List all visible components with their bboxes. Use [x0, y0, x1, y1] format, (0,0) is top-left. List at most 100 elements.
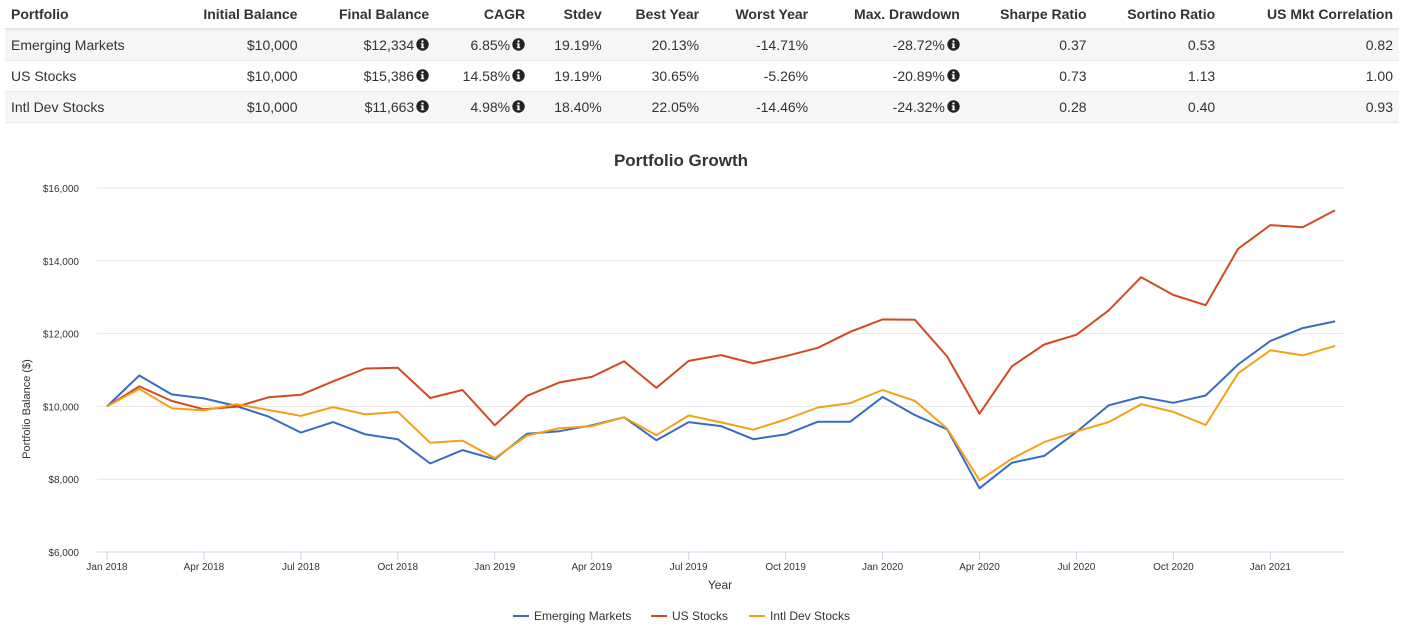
cell-sortino: 0.53	[1092, 29, 1222, 61]
cell-sortino: 0.40	[1092, 91, 1222, 123]
cell-portfolio: US Stocks	[5, 60, 167, 92]
cell-value: -14.71%	[755, 37, 809, 53]
chart-title: Portfolio Growth	[614, 151, 748, 170]
x-tick-label: Jul 2020	[1058, 562, 1096, 573]
cell-value: 1.13	[1187, 68, 1216, 84]
cell-max-drawdown: -24.32%	[814, 91, 966, 123]
cell-worst-year: -5.26%	[705, 60, 815, 92]
y-tick-label: $8,000	[48, 475, 79, 486]
info-circle-icon[interactable]	[512, 38, 525, 51]
cell-value: 0.73	[1059, 68, 1087, 84]
cell-sharpe: 0.37	[965, 29, 1093, 61]
legend-item[interactable]: Intl Dev Stocks	[749, 609, 850, 623]
col-header-us-mkt-correlation[interactable]: US Mkt Correlation	[1221, 0, 1399, 30]
x-tick-label: Apr 2018	[184, 562, 225, 573]
cell-value: $10,000	[246, 68, 298, 84]
cell-value: $11,663	[364, 99, 415, 115]
info-circle-icon[interactable]	[416, 69, 429, 82]
x-tick-label: Jan 2020	[862, 562, 904, 573]
col-header-sharpe-ratio[interactable]: Sharpe Ratio	[965, 0, 1093, 30]
col-header-portfolio[interactable]: Portfolio	[5, 0, 167, 30]
info-circle-icon[interactable]	[512, 100, 525, 113]
col-header-max-drawdown[interactable]: Max. Drawdown	[814, 0, 966, 30]
cell-value: -28.72%	[892, 37, 945, 53]
series-line-intl-dev-stocks	[106, 344, 1336, 482]
chart-gridlines	[97, 187, 1345, 480]
y-tick-label: $14,000	[43, 257, 80, 268]
portfolio-growth-chart: Portfolio Growth $6,000 $8,000 $10,000 $12,…	[21, 151, 1345, 623]
cell-stdev: 19.19%	[531, 29, 608, 61]
cell-value: 0.28	[1059, 99, 1087, 115]
cell-final-balance: $12,334	[303, 29, 436, 61]
cell-sortino: 1.13	[1092, 60, 1222, 92]
table-row: US Stocks $10,000 $15,386 14.58% 19.19% 30.65…	[5, 60, 1399, 92]
series-line-us-stocks	[106, 209, 1336, 427]
col-header-initial-balance[interactable]: Initial Balance	[166, 0, 304, 30]
cell-sharpe: 0.73	[965, 60, 1093, 92]
cell-value: 30.65%	[651, 68, 700, 84]
cell-value: 0.40	[1187, 99, 1216, 115]
table-header-row: Portfolio Initial Balance Final Balance …	[5, 0, 1399, 30]
cell-us-mkt-corr: 1.00	[1221, 60, 1399, 92]
col-header-stdev[interactable]: Stdev	[531, 0, 608, 30]
y-tick-label: $6,000	[48, 548, 79, 559]
x-tick-label: Oct 2018	[378, 562, 419, 573]
col-header-final-balance[interactable]: Final Balance	[303, 0, 436, 30]
cell-initial-balance: $10,000	[166, 29, 304, 61]
legend-label: US Stocks	[672, 609, 728, 623]
cell-value: $10,000	[246, 37, 298, 53]
cell-cagr: 14.58%	[435, 60, 532, 92]
cell-value: 19.19%	[554, 37, 602, 53]
cell-value: Emerging Markets	[11, 37, 125, 53]
cell-value: Intl Dev Stocks	[11, 99, 105, 115]
legend-item[interactable]: US Stocks	[651, 609, 728, 623]
cell-value: US Stocks	[11, 68, 77, 84]
y-axis-label: Portfolio Balance ($)	[21, 359, 33, 459]
legend-item[interactable]: Emerging Markets	[513, 609, 631, 623]
info-circle-icon[interactable]	[416, 100, 429, 113]
chart-axes: $6,000 $8,000 $10,000 $12,000 $14,000 $16,000…	[43, 184, 1345, 573]
cell-value: 6.85%	[470, 37, 511, 53]
x-tick-label: Jan 2019	[474, 562, 516, 573]
cell-best-year: 20.13%	[607, 29, 706, 61]
x-tick-label: Jul 2019	[670, 562, 708, 573]
cell-value: 18.40%	[554, 99, 602, 115]
col-header-cagr[interactable]: CAGR	[435, 0, 532, 30]
table-row: Emerging Markets $10,000 $12,334 6.85% 19.19…	[5, 29, 1399, 61]
cell-final-balance: $15,386	[303, 60, 436, 92]
legend-label: Intl Dev Stocks	[770, 609, 850, 623]
col-header-worst-year[interactable]: Worst Year	[705, 0, 815, 30]
table-body: Emerging Markets $10,000 $12,334 6.85% 19.19…	[5, 29, 1399, 123]
cell-us-mkt-corr: 0.82	[1221, 29, 1399, 61]
x-tick-label: Jan 2018	[86, 562, 128, 573]
info-circle-icon[interactable]	[947, 100, 960, 113]
cell-value: -14.46%	[755, 99, 809, 115]
cell-value: -5.26%	[763, 68, 809, 84]
cell-portfolio: Intl Dev Stocks	[5, 91, 167, 123]
info-circle-icon[interactable]	[416, 38, 429, 51]
cell-worst-year: -14.46%	[705, 91, 815, 123]
cell-value: -24.32%	[892, 99, 945, 115]
x-tick-label: Jul 2018	[282, 562, 320, 573]
cell-value: $12,334	[363, 37, 415, 53]
cell-portfolio: Emerging Markets	[5, 29, 167, 61]
col-header-best-year[interactable]: Best Year	[607, 0, 706, 30]
info-circle-icon[interactable]	[947, 69, 960, 82]
cell-value: 14.58%	[462, 68, 511, 84]
info-circle-icon[interactable]	[947, 38, 960, 51]
cell-sharpe: 0.28	[965, 91, 1093, 123]
cell-initial-balance: $10,000	[166, 91, 304, 123]
cell-value: 4.98%	[470, 99, 511, 115]
cell-us-mkt-corr: 0.93	[1221, 91, 1399, 123]
col-header-sortino-ratio[interactable]: Sortino Ratio	[1092, 0, 1222, 30]
cell-value: 20.13%	[651, 37, 700, 53]
performance-table: Portfolio Initial Balance Final Balance …	[5, 0, 1399, 123]
cell-best-year: 22.05%	[607, 91, 706, 123]
x-axis-label: Year	[708, 578, 732, 592]
cell-value: 19.19%	[554, 68, 602, 84]
cell-worst-year: -14.71%	[705, 29, 815, 61]
cell-cagr: 6.85%	[435, 29, 532, 61]
info-circle-icon[interactable]	[512, 69, 525, 82]
cell-value: $10,000	[246, 99, 298, 115]
cell-initial-balance: $10,000	[166, 60, 304, 92]
